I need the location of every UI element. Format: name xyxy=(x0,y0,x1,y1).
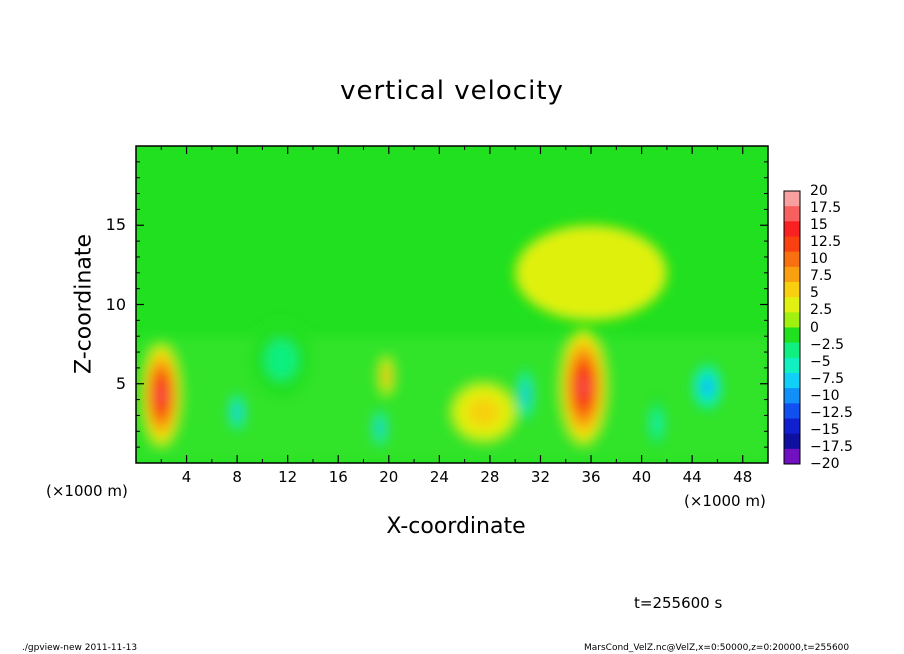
colorbar-segment xyxy=(784,418,800,435)
y-axis-label: Z-coordinate xyxy=(71,234,97,374)
colorbar-segment xyxy=(784,433,800,450)
velocity-cell-9-1 xyxy=(265,340,298,380)
colorbar-level-label: −15 xyxy=(810,421,840,438)
colorbar-segment xyxy=(784,373,800,389)
x-tick-label: 48 xyxy=(733,468,753,486)
colorbar-segment xyxy=(784,297,800,313)
colorbar-segment xyxy=(784,448,800,465)
velocity-cell-8-4 xyxy=(704,381,711,393)
colorbar-segment xyxy=(784,206,800,222)
chart-title: vertical velocity xyxy=(340,76,564,106)
colorbar-level-label: −10 xyxy=(810,387,840,404)
colorbar-level-label: 5 xyxy=(810,285,819,302)
colorbar xyxy=(783,190,801,465)
time-label: t=255600 s xyxy=(634,594,723,612)
colorbar-level-label: −17.5 xyxy=(810,438,853,455)
velocity-cell-7-2 xyxy=(653,413,660,433)
x-tick-label: 4 xyxy=(181,468,192,486)
x-axis-label: X-coordinate xyxy=(386,514,526,539)
y-tick-label: 10 xyxy=(105,294,126,314)
x-tick-label: 12 xyxy=(278,468,298,486)
colorbar-segment xyxy=(784,236,800,253)
x-unit-label-left: (×1000 m) xyxy=(46,482,128,500)
colorbar-level-label: −7.5 xyxy=(810,370,844,387)
x-tick-label: 16 xyxy=(328,468,348,486)
colorbar-segment xyxy=(784,342,800,359)
velocity-field xyxy=(136,225,768,463)
x-tick-label: 28 xyxy=(480,468,500,486)
velocity-cell-4-1 xyxy=(467,398,500,427)
x-tick-label: 44 xyxy=(682,468,702,486)
colorbar-segment xyxy=(784,191,800,207)
surface-band xyxy=(136,336,768,463)
colorbar-level-label: 12.5 xyxy=(810,234,842,251)
colorbar-segment xyxy=(784,251,800,268)
colorbar-level-label: 20 xyxy=(810,183,828,199)
colorbar-level-label: 7.5 xyxy=(810,268,833,285)
colorbar-segment xyxy=(784,221,800,237)
x-tick-label: 8 xyxy=(232,468,242,486)
x-tick-label: 36 xyxy=(581,468,601,486)
colorbar-segment xyxy=(784,266,800,283)
colorbar-level-label: −2.5 xyxy=(810,336,844,353)
colorbar-level-label: 2.5 xyxy=(810,302,833,319)
colorbar-segment xyxy=(784,327,800,344)
colorbar-segment xyxy=(784,282,800,298)
axis-ticks xyxy=(136,146,768,463)
footer-right-text: MarsCond_VelZ.nc@VelZ,x=0:50000,z=0:2000… xyxy=(584,643,850,653)
colorbar-segment xyxy=(784,357,800,374)
velocity-cell-2-4 xyxy=(378,423,382,433)
colorbar-segment xyxy=(784,403,800,419)
x-tick-label: 40 xyxy=(632,468,652,486)
velocity-cell-6-6 xyxy=(580,378,587,396)
velocity-cell-5-4 xyxy=(523,388,527,402)
colorbar-level-label: 10 xyxy=(810,251,828,268)
colorbar-level-label: −20 xyxy=(810,456,840,472)
colorbar-frame xyxy=(783,190,801,465)
colorbar-level-label: 15 xyxy=(810,217,828,234)
velocity-cell-3-2 xyxy=(384,369,389,383)
colorbar-level-label: 0 xyxy=(810,319,819,336)
footer-left-text: ./gpview-new 2011-11-13 xyxy=(22,643,138,653)
colorbar-level-label: 17.5 xyxy=(810,200,842,217)
x-tick-label: 24 xyxy=(429,468,449,486)
y-tick-label: 5 xyxy=(115,373,126,393)
colorbar-segment xyxy=(784,388,800,404)
colorbar-segment xyxy=(784,312,800,328)
colorbar-level-label: −12.5 xyxy=(810,404,853,421)
x-unit-label-right: (×1000 m) xyxy=(684,492,766,510)
colorbar-level-label: −5 xyxy=(810,353,831,370)
velocity-cell-0-6 xyxy=(158,387,164,403)
y-tick-label: 15 xyxy=(105,215,126,235)
x-tick-label: 32 xyxy=(530,468,551,486)
velocity-cell-1-4 xyxy=(235,407,239,417)
x-tick-label: 20 xyxy=(379,468,399,486)
velocity-cell-10-0 xyxy=(515,225,667,321)
